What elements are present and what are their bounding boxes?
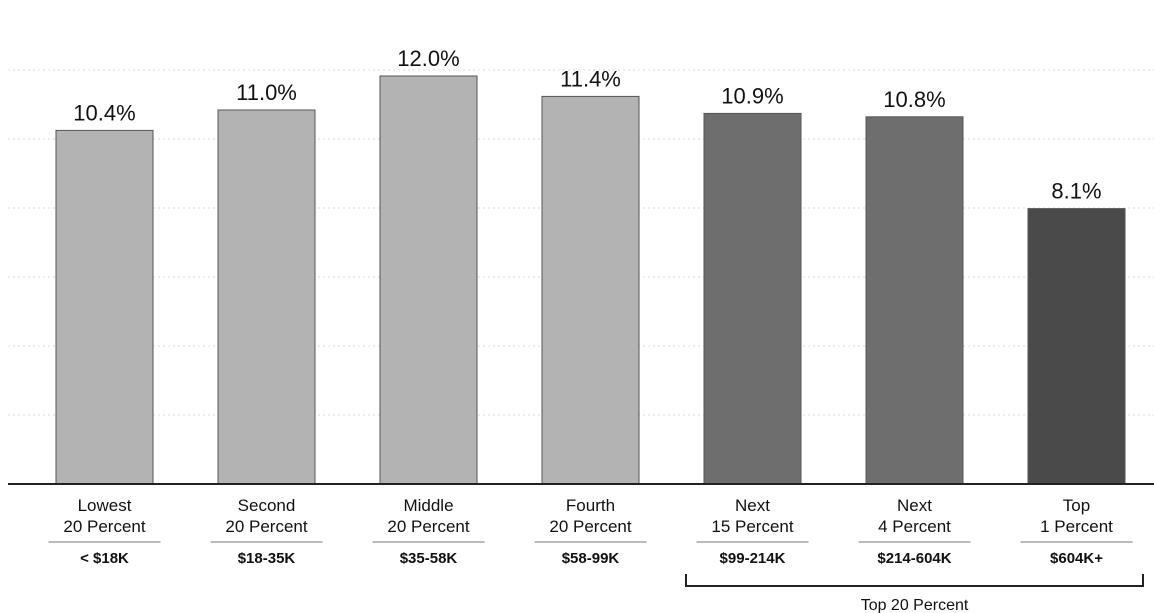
category-label-line2: 20 Percent (549, 517, 631, 536)
bar (379, 75, 478, 485)
value-label: 11.0% (236, 80, 297, 105)
income-range-label: $604K+ (1050, 550, 1103, 567)
income-range-label: < $18K (80, 550, 129, 567)
bar (703, 112, 802, 485)
value-label: 12.0% (397, 46, 459, 71)
bar (217, 109, 316, 485)
category-label-line1: Second (238, 496, 296, 515)
category-label-line2: 15 Percent (711, 517, 793, 536)
group-bracket-line (685, 574, 1144, 587)
category-label-line1: Fourth (566, 496, 615, 515)
bar (1027, 208, 1126, 485)
income-range-label: $214-604K (877, 550, 951, 567)
labels: 10.4% Lowest 20 Percent < $18K 11.0% Second 20… (48, 46, 1133, 567)
category-label-line2: 20 Percent (387, 517, 469, 536)
category-label-line1: Middle (403, 496, 453, 515)
bar (865, 116, 964, 485)
category-label-line2: 20 Percent (63, 517, 145, 536)
value-label: 8.1% (1051, 179, 1101, 204)
income-range-label: $18-35K (238, 550, 296, 567)
group-bracket: Top 20 Percent (685, 574, 1144, 613)
value-label: 10.8% (883, 87, 945, 112)
value-label: 10.9% (721, 83, 783, 108)
category-label-line1: Lowest (78, 496, 132, 515)
value-label: 10.4% (73, 100, 135, 125)
bar (541, 95, 640, 485)
bar (55, 129, 154, 485)
group-bracket-label: Top 20 Percent (861, 597, 969, 613)
category-label-line1: Top (1063, 496, 1090, 515)
category-label-line2: 1 Percent (1040, 517, 1113, 536)
income-range-label: $35-58K (400, 550, 458, 567)
category-label-line1: Next (897, 496, 932, 515)
category-label-line1: Next (735, 496, 770, 515)
bars (55, 75, 1126, 485)
value-label: 11.4% (560, 66, 621, 91)
income-range-label: $58-99K (562, 550, 620, 567)
category-label-line2: 20 Percent (225, 517, 307, 536)
category-label-line2: 4 Percent (878, 517, 951, 536)
income-range-label: $99-214K (720, 550, 786, 567)
